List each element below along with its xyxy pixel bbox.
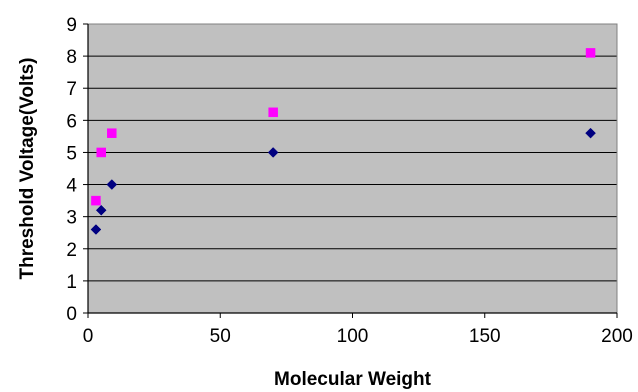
x-tick-label: 0 — [83, 326, 94, 347]
x-tick-label: 200 — [601, 326, 633, 347]
y-tick-label: 9 — [66, 15, 77, 36]
data-point-diamond — [90, 224, 102, 235]
y-tick-label: 1 — [66, 272, 77, 293]
x-tick-label: 100 — [337, 326, 369, 347]
data-point-square — [585, 48, 596, 58]
axes — [83, 23, 618, 318]
y-tick-label: 8 — [66, 47, 77, 68]
y-tick-label: 3 — [66, 208, 77, 229]
x-tick-label: 150 — [469, 326, 501, 347]
data-points — [90, 48, 596, 235]
y-tick-label: 2 — [66, 240, 77, 261]
y-tick-labels: 0 1 2 3 4 5 6 7 8 9 — [66, 15, 77, 325]
y-tick-label: 0 — [66, 304, 77, 325]
plot-area — [88, 24, 617, 313]
data-point-diamond — [95, 204, 107, 216]
data-point-diamond — [106, 179, 118, 190]
y-tick-label: 5 — [66, 143, 77, 164]
data-point-square — [268, 107, 278, 118]
y-tick-label: 6 — [66, 111, 77, 132]
data-point-square — [96, 147, 106, 158]
y-axis-title: Threshold Voltage(Volts) — [17, 57, 38, 279]
data-point-diamond — [267, 147, 279, 158]
data-point-diamond — [585, 127, 596, 139]
y-tick-label: 4 — [66, 176, 77, 197]
x-axis-title: Molecular Weight — [274, 369, 432, 390]
y-tick-label: 7 — [66, 79, 77, 100]
data-point-square — [91, 195, 101, 206]
data-point-square — [107, 128, 117, 138]
x-tick-labels: 0 50 100 150 200 — [83, 326, 633, 347]
x-tick-label: 50 — [210, 326, 231, 347]
